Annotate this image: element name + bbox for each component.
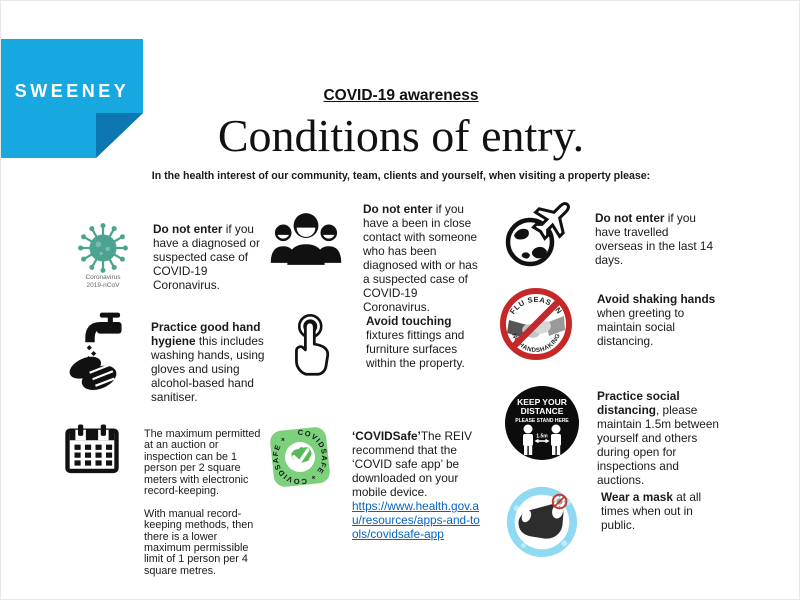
rule-text-social-distancing: Practice social distancing, please maint… — [597, 389, 719, 488]
hand-washing-icon — [69, 312, 122, 390]
sweeney-logo-text: SWEENEY — [15, 81, 130, 101]
page-subtitle: In the health interest of our community,… — [151, 170, 651, 182]
please-stand-here-label: PLEASE STAND HERE — [515, 418, 569, 424]
rule-text-avoid-touching: Avoid touching fixtures fittings and fur… — [366, 314, 465, 371]
rule-text-close-contact: Do not enter if you have a been in close… — [363, 202, 478, 315]
rule-text-mask: Wear a mask at all times when out in pub… — [601, 490, 702, 533]
calendar-icon — [65, 424, 119, 474]
keep-your-distance-line2: DISTANCE — [521, 406, 564, 416]
rule-text-covidsafe: ‘COVIDSafe’The REIV recommend that the ‘… — [352, 429, 480, 542]
coronavirus-icon — [78, 223, 128, 273]
people-group-icon — [270, 213, 342, 265]
touch-icon — [295, 314, 330, 376]
keep-distance-icon: KEEP YOUR DISTANCE PLEASE STAND HERE 1.5… — [505, 386, 579, 460]
sweeney-logo: SWEENEY — [1, 39, 143, 158]
page-title: Conditions of entry. — [217, 110, 585, 161]
covidsafe-app-icon: COVIDSAFE + COVIDSAFE + — [268, 425, 332, 489]
rule-text-capacity: The maximum permitted at an auction or i… — [144, 428, 261, 577]
coronavirus-caption: Coronavirus 2019-nCoV — [85, 274, 121, 290]
keep-your-distance-line1: KEEP YOUR — [517, 397, 567, 407]
rule-text-no-handshake: Avoid shaking hands when greeting to mai… — [597, 292, 716, 349]
rule-text-hand-hygiene: Practice good hand hygiene this includes… — [151, 320, 265, 405]
globe-plane-icon — [505, 202, 570, 267]
covidsafe-app-link[interactable]: https://www.health.gov.au/resources/apps… — [352, 499, 480, 542]
face-mask-icon — [506, 486, 578, 558]
rule-text-travel: Do not enter if you have travelled overs… — [595, 211, 714, 268]
kicker-heading: COVID-19 awareness — [323, 87, 479, 104]
rule-text-diagnosed: Do not enter if you have a diagnosed or … — [153, 222, 260, 293]
no-handshake-icon: FLU SEASON NO HANDSHAKING — [500, 288, 572, 360]
distance-label: 1.5m — [536, 434, 548, 440]
